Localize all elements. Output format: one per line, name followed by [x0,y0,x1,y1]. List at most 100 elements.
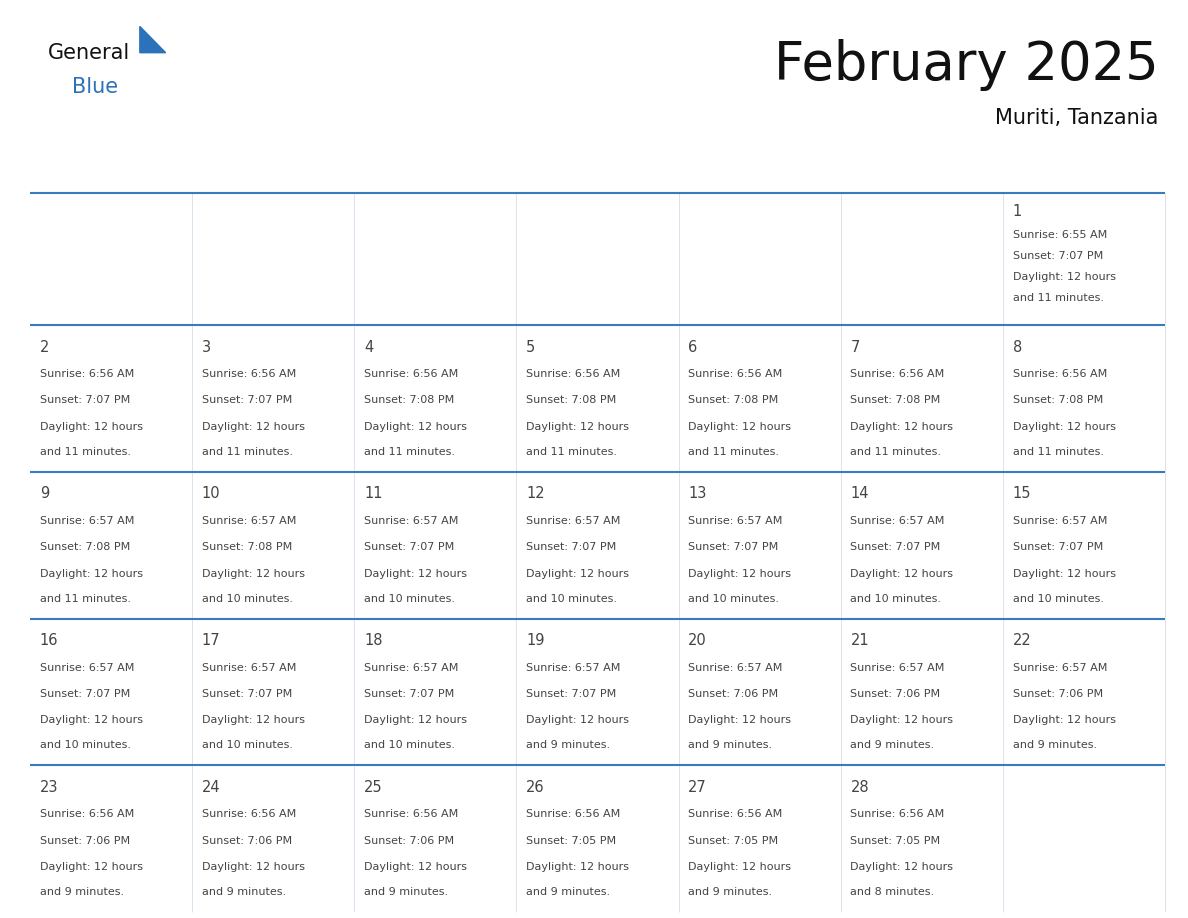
Text: Sunset: 7:08 PM: Sunset: 7:08 PM [851,396,941,406]
Text: 14: 14 [851,487,868,501]
Text: and 10 minutes.: and 10 minutes. [851,594,941,603]
Text: Sunrise: 6:56 AM: Sunrise: 6:56 AM [39,810,134,819]
Text: Daylight: 12 hours: Daylight: 12 hours [851,422,954,431]
Text: Muriti, Tanzania: Muriti, Tanzania [994,107,1158,128]
Text: and 9 minutes.: and 9 minutes. [1012,740,1097,750]
Text: 26: 26 [526,780,545,795]
Text: Daylight: 12 hours: Daylight: 12 hours [851,862,954,872]
Text: 4: 4 [364,340,373,354]
Text: Daylight: 12 hours: Daylight: 12 hours [526,862,630,872]
Text: and 9 minutes.: and 9 minutes. [39,887,124,897]
Text: Sunrise: 6:56 AM: Sunrise: 6:56 AM [688,369,783,379]
Text: Sunset: 7:07 PM: Sunset: 7:07 PM [364,688,454,699]
Text: Sunrise: 6:57 AM: Sunrise: 6:57 AM [851,516,944,526]
Text: Sunrise: 6:56 AM: Sunrise: 6:56 AM [364,810,459,819]
Text: Sunrise: 6:56 AM: Sunrise: 6:56 AM [39,369,134,379]
Text: Sunset: 7:05 PM: Sunset: 7:05 PM [526,835,617,845]
Text: 6: 6 [688,340,697,354]
Text: Sunrise: 6:57 AM: Sunrise: 6:57 AM [202,516,296,526]
Text: Daylight: 12 hours: Daylight: 12 hours [364,862,467,872]
Text: 18: 18 [364,633,383,648]
Text: Sunset: 7:08 PM: Sunset: 7:08 PM [39,543,129,553]
Text: Sunrise: 6:57 AM: Sunrise: 6:57 AM [526,663,620,673]
Text: Sunset: 7:06 PM: Sunset: 7:06 PM [851,688,941,699]
Text: 24: 24 [202,780,221,795]
Text: Sunset: 7:07 PM: Sunset: 7:07 PM [202,688,292,699]
Text: Daylight: 12 hours: Daylight: 12 hours [688,568,791,578]
Text: Sunset: 7:06 PM: Sunset: 7:06 PM [39,835,129,845]
Text: and 9 minutes.: and 9 minutes. [526,887,611,897]
Text: Sunrise: 6:56 AM: Sunrise: 6:56 AM [364,369,459,379]
Text: General: General [48,42,129,62]
Text: 7: 7 [851,340,860,354]
Text: Sunset: 7:07 PM: Sunset: 7:07 PM [1012,252,1102,261]
Text: Sunset: 7:08 PM: Sunset: 7:08 PM [1012,396,1102,406]
Text: and 10 minutes.: and 10 minutes. [526,594,617,603]
Text: and 9 minutes.: and 9 minutes. [364,887,448,897]
Text: Sunset: 7:07 PM: Sunset: 7:07 PM [851,543,941,553]
Text: Sunset: 7:06 PM: Sunset: 7:06 PM [688,688,778,699]
Text: Daylight: 12 hours: Daylight: 12 hours [851,715,954,725]
Text: Tuesday: Tuesday [366,166,432,182]
Text: Sunset: 7:07 PM: Sunset: 7:07 PM [526,688,617,699]
Text: 11: 11 [364,487,383,501]
Text: Daylight: 12 hours: Daylight: 12 hours [39,422,143,431]
Text: Sunrise: 6:56 AM: Sunrise: 6:56 AM [851,369,944,379]
Text: Sunset: 7:08 PM: Sunset: 7:08 PM [688,396,778,406]
Text: Sunrise: 6:57 AM: Sunrise: 6:57 AM [39,663,134,673]
Text: Saturday: Saturday [1015,166,1088,182]
Text: 12: 12 [526,487,545,501]
Text: Daylight: 12 hours: Daylight: 12 hours [202,862,305,872]
Text: and 9 minutes.: and 9 minutes. [851,740,935,750]
Text: Daylight: 12 hours: Daylight: 12 hours [688,862,791,872]
Text: and 10 minutes.: and 10 minutes. [202,740,293,750]
Text: Sunset: 7:08 PM: Sunset: 7:08 PM [526,396,617,406]
Text: 13: 13 [688,487,707,501]
Text: Daylight: 12 hours: Daylight: 12 hours [202,568,305,578]
Text: Sunset: 7:07 PM: Sunset: 7:07 PM [39,396,129,406]
Text: Daylight: 12 hours: Daylight: 12 hours [526,568,630,578]
Text: Sunrise: 6:56 AM: Sunrise: 6:56 AM [688,810,783,819]
Text: and 10 minutes.: and 10 minutes. [39,740,131,750]
Text: Daylight: 12 hours: Daylight: 12 hours [39,862,143,872]
Text: 23: 23 [39,780,58,795]
Text: Friday: Friday [852,166,903,182]
Text: and 11 minutes.: and 11 minutes. [688,447,779,457]
Text: February 2025: February 2025 [773,39,1158,91]
Text: Sunset: 7:06 PM: Sunset: 7:06 PM [202,835,292,845]
Text: Daylight: 12 hours: Daylight: 12 hours [364,568,467,578]
Text: and 11 minutes.: and 11 minutes. [39,594,131,603]
Text: 15: 15 [1012,487,1031,501]
Text: 8: 8 [1012,340,1022,354]
Text: and 11 minutes.: and 11 minutes. [1012,294,1104,303]
Text: Daylight: 12 hours: Daylight: 12 hours [688,422,791,431]
Text: Sunset: 7:06 PM: Sunset: 7:06 PM [1012,688,1102,699]
Text: Sunrise: 6:57 AM: Sunrise: 6:57 AM [1012,663,1107,673]
Text: Sunset: 7:05 PM: Sunset: 7:05 PM [851,835,941,845]
Text: Sunrise: 6:57 AM: Sunrise: 6:57 AM [364,516,459,526]
Text: Sunrise: 6:56 AM: Sunrise: 6:56 AM [526,810,620,819]
Text: Sunday: Sunday [42,166,102,182]
Text: Sunrise: 6:57 AM: Sunrise: 6:57 AM [688,663,783,673]
Text: 19: 19 [526,633,544,648]
Text: Daylight: 12 hours: Daylight: 12 hours [526,715,630,725]
Text: Sunrise: 6:56 AM: Sunrise: 6:56 AM [1012,369,1107,379]
Text: and 10 minutes.: and 10 minutes. [688,594,779,603]
Text: Sunset: 7:07 PM: Sunset: 7:07 PM [202,396,292,406]
Text: Sunrise: 6:56 AM: Sunrise: 6:56 AM [202,369,296,379]
Text: 9: 9 [39,487,49,501]
Text: and 11 minutes.: and 11 minutes. [851,447,941,457]
Text: Sunrise: 6:55 AM: Sunrise: 6:55 AM [1012,230,1107,240]
Text: Sunrise: 6:57 AM: Sunrise: 6:57 AM [364,663,459,673]
Text: Sunset: 7:07 PM: Sunset: 7:07 PM [364,543,454,553]
Text: and 10 minutes.: and 10 minutes. [202,594,293,603]
Text: Sunrise: 6:56 AM: Sunrise: 6:56 AM [851,810,944,819]
Text: 27: 27 [688,780,707,795]
Text: and 11 minutes.: and 11 minutes. [526,447,617,457]
Text: Sunset: 7:07 PM: Sunset: 7:07 PM [1012,543,1102,553]
Polygon shape [140,27,165,52]
Text: 20: 20 [688,633,707,648]
Text: Sunrise: 6:56 AM: Sunrise: 6:56 AM [526,369,620,379]
Text: Daylight: 12 hours: Daylight: 12 hours [39,715,143,725]
Text: 17: 17 [202,633,221,648]
